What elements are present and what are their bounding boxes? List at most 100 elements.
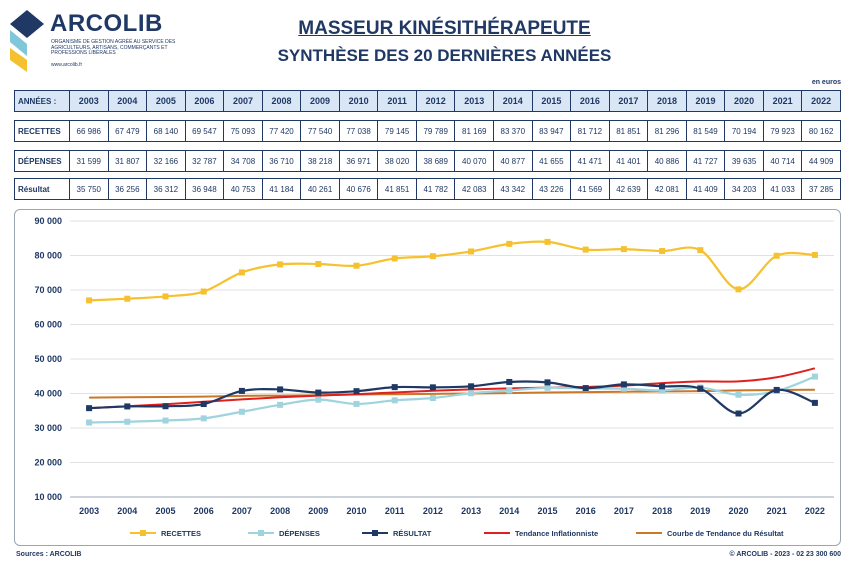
x-tick-label: 2010: [346, 506, 366, 516]
year-cell: 2009: [301, 91, 340, 111]
value-cell: 34 203: [725, 179, 764, 199]
y-tick-label: 50 000: [34, 354, 62, 364]
year-cell: 2018: [648, 91, 687, 111]
year-cell: 2022: [811, 96, 832, 106]
value-cell: 41 851: [378, 179, 417, 199]
x-tick-label: 2012: [423, 506, 443, 516]
value-cell: 81 851: [610, 121, 649, 141]
year-cell: 2017: [610, 91, 649, 111]
logo-url: www.arcolib.fr: [51, 62, 83, 68]
series-line-resultat: [89, 380, 816, 415]
x-tick-label: 2006: [194, 506, 214, 516]
data-point-recettes: [620, 246, 627, 253]
value-cell: 43 226: [533, 179, 572, 199]
y-tick-label: 70 000: [34, 285, 62, 295]
year-cell: 2014: [494, 91, 533, 111]
year-cell: 2003: [70, 91, 109, 111]
value-cell: 42 639: [610, 179, 649, 199]
value-cell: 79 145: [378, 121, 417, 141]
year-cell: 2011: [378, 91, 417, 111]
value-cell: 81 549: [687, 121, 726, 141]
page-subtitle: SYNTHÈSE DES 20 DERNIÈRES ANNÉES: [277, 46, 612, 65]
value-cell: 41 401: [610, 151, 649, 171]
data-point-resultat: [735, 410, 742, 417]
data-point-depenses: [811, 373, 818, 380]
value-cell: 38 020: [378, 151, 417, 171]
value-cell: 39 635: [725, 151, 764, 171]
legend-label-depenses: DÉPENSES: [279, 529, 320, 538]
data-point-depenses: [238, 408, 245, 415]
data-point-resultat: [697, 385, 704, 392]
data-point-depenses: [353, 400, 360, 407]
value-cell: 81 169: [455, 121, 495, 141]
value-cell: 40 753: [224, 179, 263, 199]
data-point-resultat: [544, 379, 551, 386]
data-point-recettes: [811, 251, 818, 258]
value-cell: 41 569: [571, 179, 610, 199]
row-label: Résultat: [15, 179, 70, 199]
data-point-depenses: [544, 384, 551, 391]
page-title: MASSEUR KINÉSITHÉRAPEUTE: [298, 18, 591, 39]
year-cell: 2004: [109, 91, 148, 111]
data-point-recettes: [86, 297, 93, 304]
data-point-recettes: [735, 286, 742, 293]
arcolib-logo-icon: [10, 10, 44, 72]
year-cell: 2007: [224, 91, 263, 111]
value-cell: 70 194: [725, 121, 764, 141]
y-tick-label: 40 000: [34, 389, 62, 399]
series-line-recettes: [89, 240, 815, 302]
x-tick-label: 2005: [155, 506, 175, 516]
x-tick-label: 2020: [728, 506, 748, 516]
data-point-recettes: [506, 240, 513, 247]
value-cell: 77 420: [263, 121, 302, 141]
data-point-recettes: [659, 248, 666, 255]
legend-marker-recettes: [140, 530, 146, 536]
x-tick-label: 2004: [117, 506, 137, 516]
data-point-recettes: [468, 248, 475, 255]
data-point-recettes: [773, 252, 780, 259]
value-cell: 75 093: [224, 121, 263, 141]
data-point-recettes: [544, 238, 551, 245]
data-point-recettes: [124, 295, 131, 302]
years-label: ANNÉES :: [15, 91, 70, 111]
data-point-resultat: [200, 401, 207, 408]
data-point-recettes: [391, 255, 398, 262]
x-tick-label: 2003: [79, 506, 99, 516]
y-tick-label: 60 000: [34, 320, 62, 330]
data-point-resultat: [773, 386, 780, 393]
data-point-depenses: [620, 385, 627, 392]
value-cell: 41 184: [263, 179, 302, 199]
copyright-note: © ARCOLIB - 2023 - 02 23 300 600: [729, 551, 841, 558]
value-cell: 79 923: [764, 121, 803, 141]
value-cell: 37 285: [808, 184, 834, 194]
data-point-depenses: [124, 418, 131, 425]
value-cell: 40 877: [494, 151, 533, 171]
legend-label-recettes: RECETTES: [161, 529, 201, 538]
x-tick-label: 2007: [232, 506, 252, 516]
value-cell: 38 689: [417, 151, 456, 171]
data-point-recettes: [277, 261, 284, 268]
x-tick-label: 2022: [805, 506, 825, 516]
chart-frame: [14, 209, 841, 546]
data-point-recettes: [582, 246, 589, 253]
data-point-resultat: [124, 403, 131, 410]
year-cell: 2008: [263, 91, 302, 111]
logo-tagline: Organisme de gestion agréé au service de…: [51, 39, 176, 57]
year-cell: 2020: [725, 91, 764, 111]
value-cell: 43 342: [494, 179, 533, 199]
source-note: Sources : ARCOLIB: [16, 551, 82, 558]
data-point-recettes: [162, 293, 169, 300]
data-point-depenses: [162, 417, 169, 424]
value-cell: 40 886: [648, 151, 687, 171]
value-cell: 80 162: [808, 126, 834, 136]
data-point-resultat: [506, 378, 513, 385]
legend-label-courbe-de-tendance-du-resultat: Courbe de Tendance du Résultat: [667, 529, 784, 538]
year-cell: 2015: [533, 91, 572, 111]
y-tick-label: 80 000: [34, 251, 62, 261]
value-cell: 81 712: [571, 121, 610, 141]
data-point-resultat: [429, 384, 436, 391]
unit-label: en euros: [811, 79, 841, 86]
data-point-resultat: [277, 386, 284, 393]
x-tick-label: 2014: [499, 506, 519, 516]
